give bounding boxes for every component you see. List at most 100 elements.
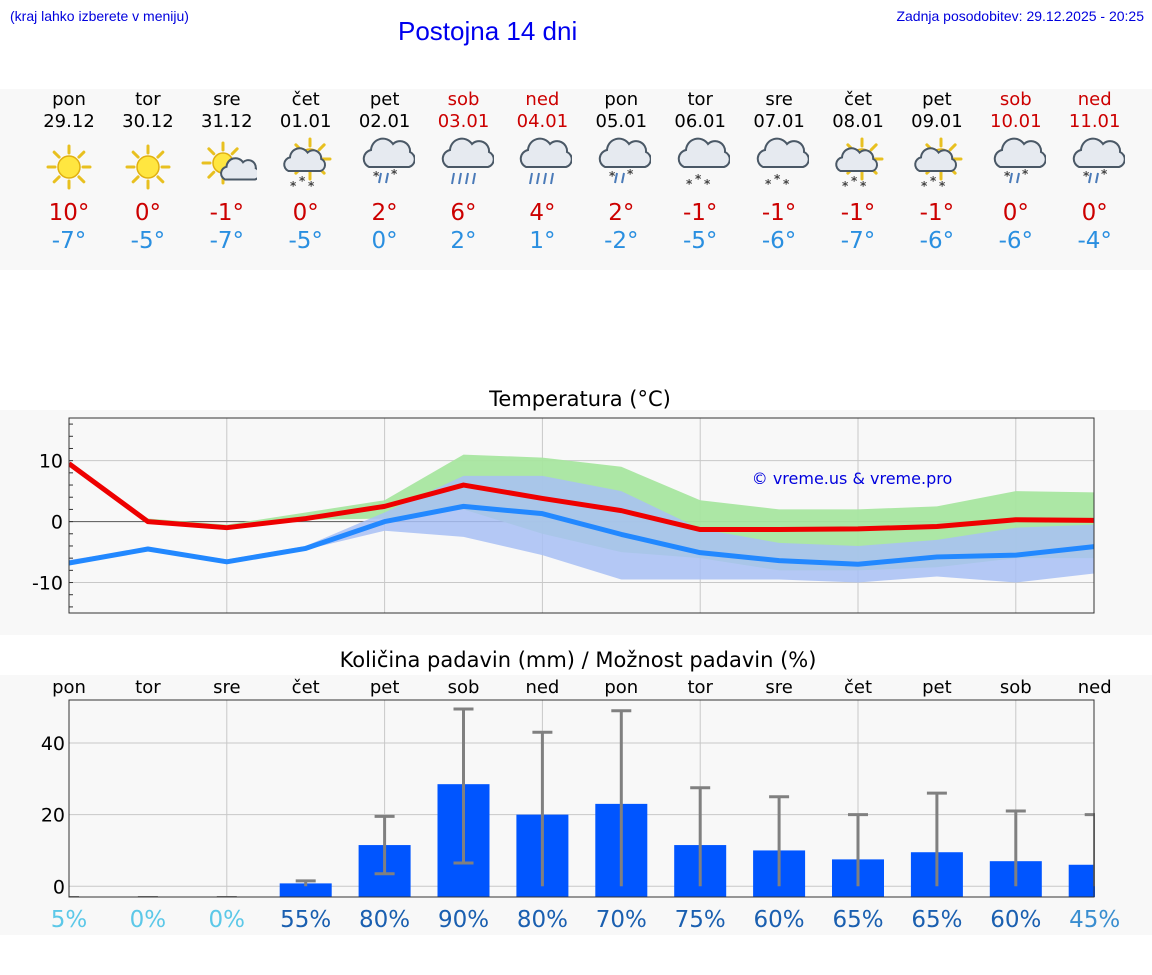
min-temperature: -5°	[130, 228, 166, 254]
day-date: 06.01	[674, 111, 726, 132]
y-tick-label: 0	[51, 512, 63, 534]
svg-text:*: *	[391, 167, 398, 181]
max-temperature: -1°	[209, 200, 245, 226]
day-label: čet	[292, 677, 320, 698]
precipitation-probability: 60%	[754, 907, 805, 933]
cloud-sleet-icon: * *	[599, 137, 652, 184]
svg-text:*: *	[308, 179, 315, 193]
sun-icon	[46, 144, 92, 190]
precipitation-chart: pon tor sre čet pet sob ned pon tor sre čet pet sob n…	[41, 677, 1120, 933]
max-temperature: 6°	[450, 200, 477, 226]
day-name: pet	[369, 89, 400, 110]
max-temperature: -1°	[761, 200, 797, 226]
day-forecast: sre 31.12 -1° -7°	[182, 89, 272, 255]
svg-text:*: *	[290, 179, 297, 193]
day-date: 04.01	[516, 111, 569, 132]
day-date: 02.01	[358, 111, 411, 132]
day-label: pon	[604, 677, 638, 698]
day-label: tor	[135, 677, 161, 698]
sun-cloud-snow-icon: * * *	[914, 137, 963, 193]
precipitation-probability: 0%	[130, 907, 167, 933]
day-date: 05.01	[595, 111, 648, 132]
daily-forecast-strip: pon 29.12 10° -7° tor 30.12 0° -5° sre 31.12 -1° -7…	[0, 89, 1152, 270]
sun-cloud-icon	[201, 141, 257, 185]
svg-text:*: *	[686, 177, 693, 191]
precipitation-probability: 80%	[359, 907, 410, 933]
day-date: 07.01	[753, 111, 805, 132]
y-tick-label: 0	[53, 876, 65, 898]
svg-text:*: *	[299, 174, 306, 188]
day-label: čet	[844, 677, 872, 698]
day-label: tor	[687, 677, 713, 698]
day-forecast: pet 02.01 * * 2° 0°	[340, 89, 430, 255]
day-forecast: pet 09.01 * * * -1° -6°	[892, 89, 982, 255]
svg-text:*: *	[783, 177, 790, 191]
sun-icon	[125, 144, 171, 190]
svg-text:*: *	[373, 169, 380, 183]
max-temperature: 10°	[48, 200, 90, 226]
last-updated: Zadnja posodobitev: 29.12.2025 - 20:25	[896, 8, 1144, 24]
min-temperature: 2°	[450, 228, 477, 254]
watermark-text: © vreme.us & vreme.pro	[752, 469, 953, 488]
day-name: sob	[999, 89, 1032, 110]
precipitation-bar	[279, 883, 332, 897]
day-forecast: tor 30.12 0° -5°	[103, 89, 193, 255]
day-name: čet	[291, 89, 320, 110]
day-name: sre	[213, 89, 241, 110]
max-temperature: 0°	[1081, 200, 1108, 226]
precipitation-probability: 70%	[596, 907, 647, 933]
day-name: ned	[1077, 89, 1112, 110]
location-menu-hint[interactable]: (kraj lahko izberete v meniju)	[10, 8, 189, 24]
svg-text:*: *	[704, 177, 711, 191]
max-temperature-line	[69, 461, 1094, 533]
max-temperature: -1°	[840, 200, 876, 226]
svg-text:*: *	[851, 174, 858, 188]
max-temperature: 2°	[371, 200, 398, 226]
day-date: 10.01	[990, 111, 1042, 132]
day-forecast: čet 08.01 * * * -1° -7°	[813, 89, 903, 255]
y-tick-label: -10	[32, 573, 63, 595]
day-date: 29.12	[43, 111, 95, 132]
max-temperature: 0°	[292, 200, 319, 226]
day-forecast: pon 29.12 10° -7°	[24, 89, 114, 255]
day-name: čet	[843, 89, 873, 110]
svg-text:*: *	[1101, 167, 1108, 181]
day-label: sob	[1000, 677, 1032, 698]
day-date: 03.01	[437, 111, 490, 132]
plot-border	[68, 417, 1095, 614]
day-date: 31.12	[201, 111, 253, 132]
day-label: pon	[52, 677, 86, 698]
svg-text:*: *	[1022, 167, 1029, 181]
y-tick-label: 20	[41, 805, 65, 827]
cloud-sleet-icon: * *	[362, 137, 415, 184]
svg-text:*: *	[930, 174, 937, 188]
svg-text:*: *	[765, 177, 772, 191]
temperature-chart: 10 0 -10 © vreme.us & vreme.pro	[32, 417, 1095, 614]
min-temperature: -7°	[840, 228, 876, 254]
y-tick-label: 40	[41, 733, 65, 755]
precipitation-probability: 60%	[990, 907, 1041, 933]
max-temperature: -1°	[682, 200, 718, 226]
svg-text:*: *	[921, 179, 928, 193]
day-name: sre	[765, 89, 793, 110]
min-temperature: -7°	[51, 228, 87, 254]
day-forecast: sob 03.01 6° 2°	[419, 89, 509, 255]
day-date: 11.01	[1068, 111, 1121, 132]
day-name: pon	[604, 89, 639, 110]
cloud-sleet-icon: * *	[1072, 137, 1125, 184]
day-forecast: sre 07.01 * * * -1° -6°	[734, 89, 824, 255]
svg-text:*: *	[860, 179, 867, 193]
min-temperature: -6°	[761, 228, 797, 254]
max-temperature: 0°	[1002, 200, 1029, 226]
day-date: 01.01	[279, 111, 332, 132]
svg-text:*: *	[609, 169, 616, 183]
day-label: sob	[448, 677, 480, 698]
cloud-snow-icon: * * *	[756, 137, 810, 191]
day-forecast: čet 01.01 * * * 0° -5°	[261, 89, 351, 255]
y-tick-label: 10	[39, 451, 63, 473]
svg-text:*: *	[1083, 169, 1090, 183]
day-forecast: ned 11.01 * * 0° -4°	[1050, 89, 1140, 255]
day-date: 09.01	[911, 111, 963, 132]
day-forecast: pon 05.01 * * 2° -2°	[576, 89, 666, 255]
min-temperature: -6°	[998, 228, 1034, 254]
